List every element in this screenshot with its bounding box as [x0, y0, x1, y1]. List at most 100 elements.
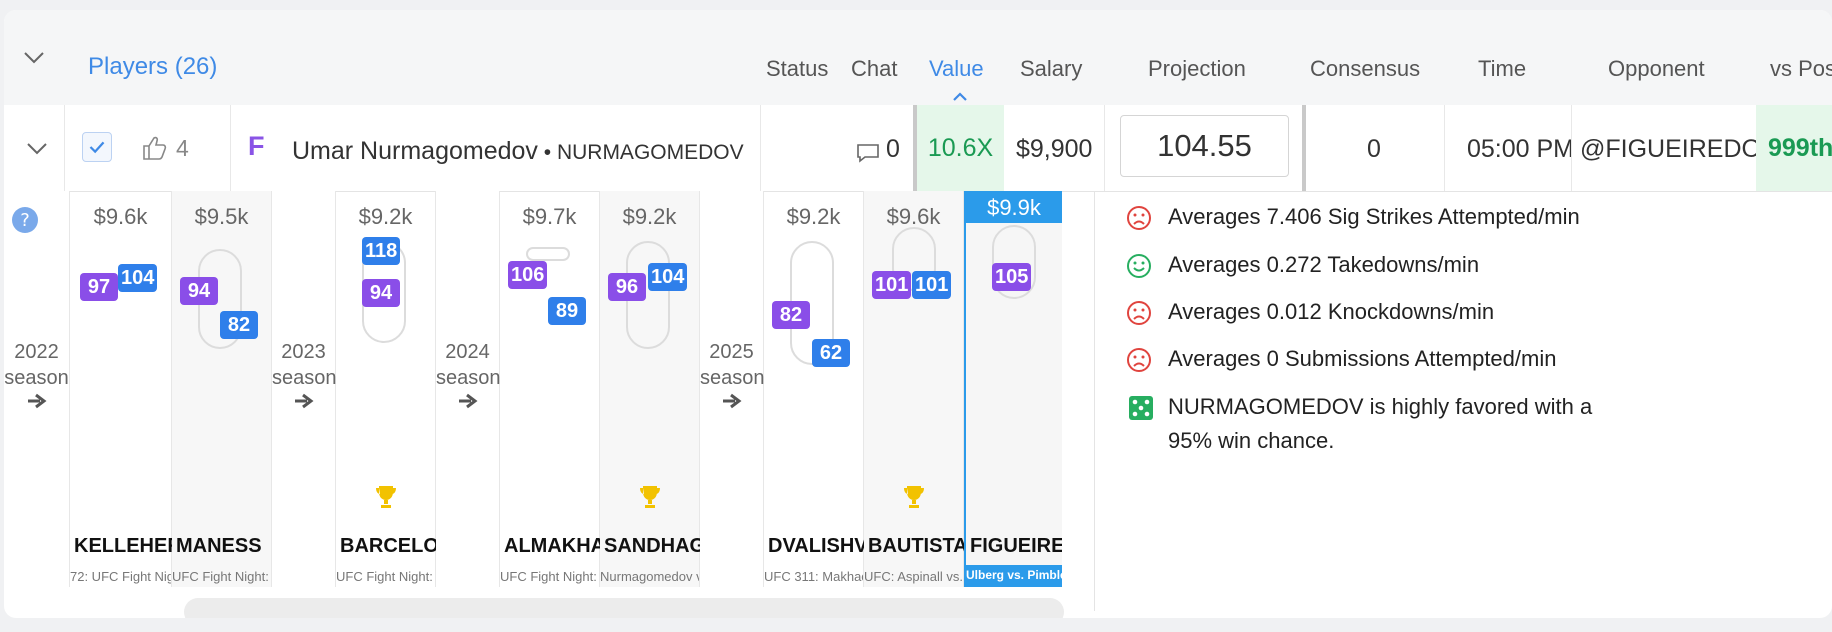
opponent-name: BAUTISTA — [868, 535, 967, 557]
game-title: UFC Fight Night: Yan vs. Gamrot — [172, 569, 271, 584]
game-col-8-selected[interactable]: $9.9k 105 FIGUEIREDO Ulberg vs. Pimblett — [964, 191, 1062, 587]
projection-badge: 82 — [772, 301, 810, 329]
game-title: UFC Fight Night: Strickland vs. Imavov — [336, 569, 435, 584]
game-salary: $9.7k — [522, 204, 577, 229]
game-col-2[interactable]: $9.5k 94 82 MANESS UFC Fight Night: Yan … — [172, 191, 272, 587]
season-2025: 2025 season — [700, 191, 765, 587]
game-salary: $9.5k — [194, 204, 249, 229]
trophy-icon — [376, 486, 396, 508]
col-consensus[interactable]: Consensus — [1310, 56, 1421, 81]
expand-chevron-icon[interactable] — [24, 137, 50, 159]
note-text: Averages 7.406 Sig Strikes Attempted/min — [1168, 204, 1580, 229]
opponent-name: ALMAKHAN — [504, 535, 603, 557]
actual-badge: 104 — [118, 264, 158, 292]
note-knockdowns: Averages 0.012 Knockdowns/min — [1126, 295, 1786, 329]
season-2022: ? 2022 season — [4, 191, 70, 587]
game-log: ? 2022 season $9.6k 97 104 KELLEHER 72: … — [4, 191, 1062, 591]
actual-badge: 82 — [220, 311, 258, 339]
note-text: NURMAGOMEDOV is highly favored with a 95… — [1168, 394, 1593, 453]
opponent-name: KELLEHER — [74, 535, 175, 557]
position-badge: F — [248, 131, 265, 161]
dice-icon — [1129, 396, 1153, 420]
col-salary[interactable]: Salary — [1020, 56, 1083, 81]
actual-badge: 62 — [812, 339, 850, 367]
opponent-name: MANESS — [176, 535, 262, 557]
game-title: 72: UFC Fight Night: Kattar vs. Emmett — [70, 569, 171, 584]
projection-badge: 101 — [872, 271, 912, 299]
sad-face-icon — [1127, 301, 1151, 325]
trophy-icon — [640, 486, 660, 508]
player-name[interactable]: Umar Nurmagomedov • NURMAGOMEDOV — [292, 137, 744, 166]
arrow-right-icon — [294, 393, 313, 409]
vs-pos-cell: 999th — [1756, 105, 1832, 191]
projection-badge: 105 — [992, 263, 1032, 291]
arrow-right-icon — [27, 393, 46, 409]
game-salary: $9.6k — [93, 204, 148, 229]
sort-asc-icon — [953, 92, 967, 101]
actual-badge: 118 — [362, 237, 401, 265]
note-text: Averages 0 Submissions Attempted/min — [1168, 346, 1557, 371]
game-col-5[interactable]: $9.2k 96 104 SANDHAGEN Nurmagomedov vs. … — [600, 191, 703, 587]
player-alias: • NURMAGOMEDOV — [537, 141, 744, 164]
game-col-1[interactable]: $9.6k 97 104 KELLEHER 72: UFC Fight Nigh… — [70, 191, 175, 587]
svg-text:?: ? — [20, 210, 30, 231]
actual-badge: 89 — [548, 297, 586, 325]
salary-cell: $9,900 — [1016, 135, 1093, 163]
season-label: 2022 season — [4, 341, 69, 389]
season-2023: 2023 season — [272, 191, 337, 587]
col-opponent[interactable]: Opponent — [1608, 56, 1705, 81]
projection-input[interactable]: 104.55 — [1120, 115, 1289, 177]
players-title[interactable]: Players (26) — [88, 53, 218, 80]
game-col-4[interactable]: $9.7k 106 89 ALMAKHAN UFC Fight Night: S… — [500, 191, 603, 587]
help-icon[interactable]: ? — [10, 205, 40, 235]
note-text: Averages 0.012 Knockdowns/min — [1168, 299, 1495, 324]
col-chat[interactable]: Chat — [851, 56, 898, 81]
note-win-chance: NURMAGOMEDOV is highly favored with a 95… — [1126, 390, 1596, 458]
game-title: UFC 311: Makhachev vs. Moicano — [764, 569, 863, 584]
player-full-name[interactable]: Umar Nurmagomedov — [292, 137, 538, 165]
opponent-name: SANDHAGEN — [604, 535, 703, 557]
sad-face-icon — [1127, 348, 1151, 372]
actual-badge: 101 — [912, 271, 952, 299]
player-row[interactable]: 4 F Umar Nurmagomedov • NURMAGOMEDOV 0 1… — [4, 105, 1832, 192]
collapse-chevron-icon[interactable] — [21, 46, 47, 68]
likes-count: 4 — [176, 135, 189, 161]
smile-face-icon — [1127, 254, 1151, 278]
col-value[interactable]: Value — [929, 56, 984, 81]
thumbs-up-icon[interactable] — [141, 134, 169, 162]
col-status[interactable]: Status — [766, 56, 829, 81]
game-salary: $9.2k — [622, 204, 677, 229]
game-title: UFC: Aspinall vs. Gane — [864, 569, 963, 584]
game-col-3[interactable]: $9.2k 118 94 BARCELOS UFC Fight Night: S… — [336, 191, 439, 587]
game-salary: $9.2k — [358, 204, 413, 229]
game-col-7[interactable]: $9.6k 101 101 BAUTISTA UFC: Aspinall vs.… — [864, 191, 967, 587]
chat-bubble-icon[interactable] — [856, 142, 880, 164]
actual-badge: 104 — [648, 263, 688, 291]
sad-face-icon — [1127, 206, 1151, 230]
season-label: 2025 season — [700, 341, 765, 389]
note-submissions: Averages 0 Submissions Attempted/min — [1126, 342, 1786, 376]
game-salary: $9.2k — [786, 204, 841, 229]
game-col-6[interactable]: $9.2k 82 62 DVALISHVILI UFC 311: Makhach… — [764, 191, 867, 587]
note-takedowns: Averages 0.272 Takedowns/min — [1126, 248, 1786, 282]
game-title: Ulberg vs. Pimblett — [966, 565, 1062, 585]
horizontal-scrollbar[interactable] — [184, 598, 1064, 618]
col-projection[interactable]: Projection — [1148, 56, 1246, 81]
season-label: 2024 season — [436, 341, 501, 389]
season-2024: 2024 season — [436, 191, 501, 587]
player-checkbox[interactable] — [82, 132, 112, 162]
opponent-cell[interactable]: @FIGUEIREDO — [1580, 135, 1761, 163]
value-cell: 10.6X — [917, 105, 1004, 191]
game-salary: $9.9k — [966, 193, 1062, 223]
col-time[interactable]: Time — [1478, 56, 1527, 81]
chat-count: 0 — [886, 135, 900, 163]
projection-badge: 94 — [180, 277, 218, 305]
note-text: Averages 0.272 Takedowns/min — [1168, 252, 1480, 277]
col-vs-pos[interactable]: vs Pos — [1770, 56, 1832, 81]
projection-badge: 94 — [362, 279, 400, 307]
projection-badge: 97 — [80, 273, 118, 301]
season-label: 2023 season — [272, 341, 337, 389]
projection-badge: 96 — [608, 273, 646, 301]
checkmark-icon — [89, 141, 105, 154]
opponent-name: DVALISHVILI — [768, 535, 867, 557]
